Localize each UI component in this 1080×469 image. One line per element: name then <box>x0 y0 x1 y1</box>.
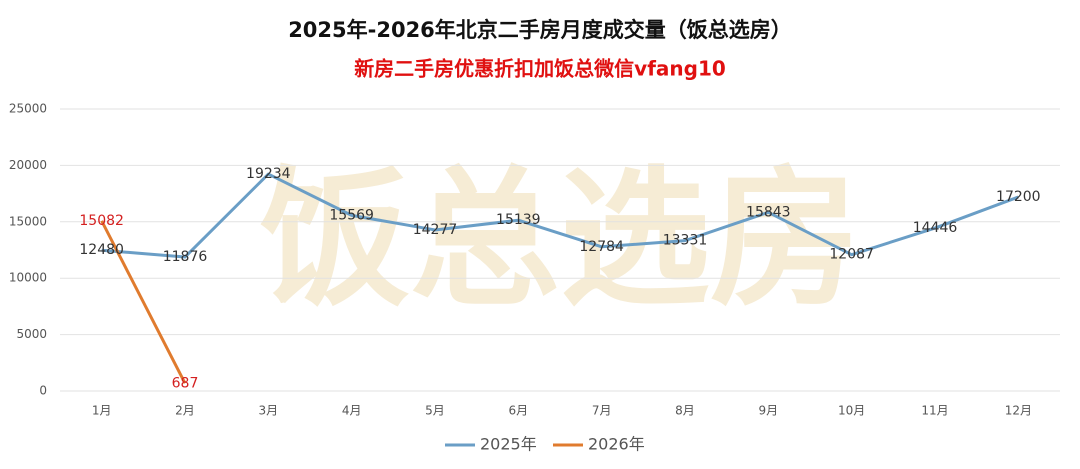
chart-title: 2025年-2026年北京二手房月度成交量（饭总选房） <box>288 18 792 42</box>
watermark: 饭总选房 <box>260 153 860 327</box>
y-tick-label: 15000 <box>9 214 47 228</box>
x-tick-label: 3月 <box>259 404 279 418</box>
x-tick-label: 2月 <box>175 404 195 418</box>
data-label: 15082 <box>79 213 124 229</box>
data-label: 19234 <box>246 166 291 182</box>
series-line <box>101 172 1019 259</box>
x-tick-label: 9月 <box>759 404 779 418</box>
data-label: 15843 <box>746 204 791 220</box>
legend-label: 2025年 <box>480 435 537 454</box>
data-label: 12087 <box>829 247 874 263</box>
data-label: 11876 <box>163 249 208 265</box>
x-tick-label: 7月 <box>592 404 612 418</box>
legend-label: 2026年 <box>588 435 645 454</box>
data-label: 17200 <box>996 189 1041 205</box>
x-tick-label: 6月 <box>509 404 529 418</box>
data-label: 687 <box>172 375 199 391</box>
chart-subtitle: 新房二手房优惠折扣加饭总微信vfang10 <box>354 57 726 81</box>
x-tick-label: 8月 <box>675 404 695 418</box>
data-label: 15569 <box>329 207 374 223</box>
x-tick-label: 4月 <box>342 404 362 418</box>
x-tick-label: 1月 <box>92 404 112 418</box>
y-tick-label: 25000 <box>9 102 47 116</box>
x-tick-label: 11月 <box>921 404 948 418</box>
data-label: 14446 <box>913 220 958 236</box>
data-label: 15139 <box>496 212 541 228</box>
y-tick-label: 10000 <box>9 271 47 285</box>
series-line <box>100 220 187 384</box>
y-tick-label: 20000 <box>9 158 47 172</box>
data-label: 12784 <box>579 239 624 255</box>
data-label: 14277 <box>413 222 458 238</box>
y-tick-label: 5000 <box>16 327 47 341</box>
data-label: 13331 <box>663 233 708 249</box>
x-tick-label: 10月 <box>838 404 865 418</box>
x-tick-label: 5月 <box>425 404 445 418</box>
x-tick-label: 12月 <box>1005 404 1032 418</box>
y-tick-label: 0 <box>39 384 47 398</box>
data-label: 12480 <box>79 242 124 258</box>
